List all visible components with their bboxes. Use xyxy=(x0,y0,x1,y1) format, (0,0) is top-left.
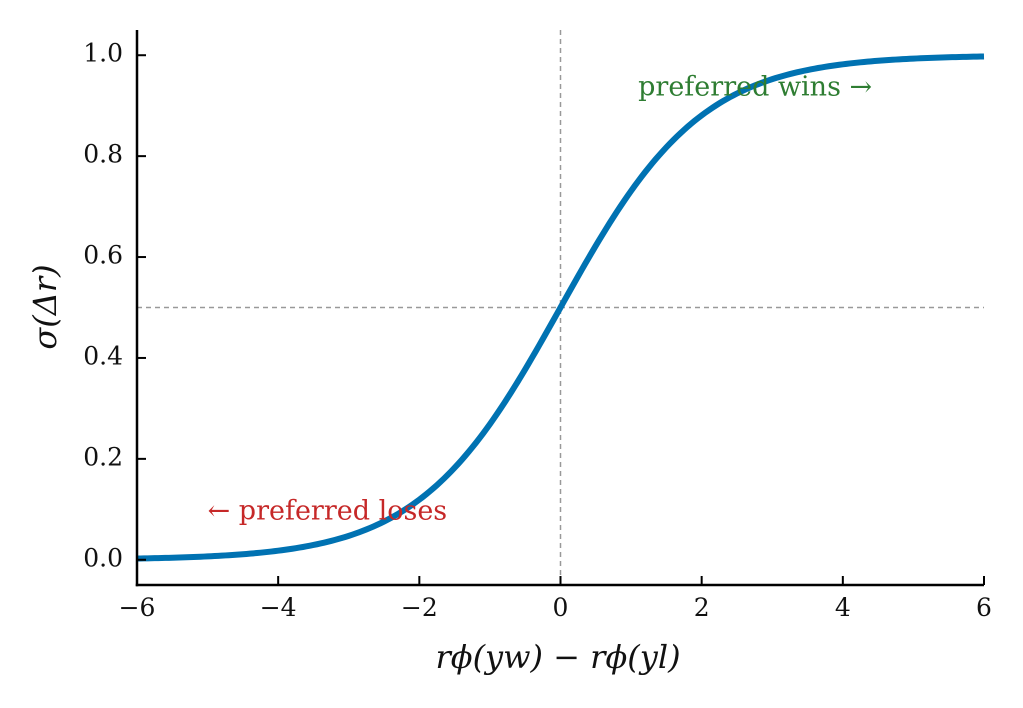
x-tick-label: −2 xyxy=(401,593,438,622)
sigmoid-curve xyxy=(136,53,985,562)
y-tick-label: 0.6 xyxy=(83,241,123,270)
y-tick-label: 0.8 xyxy=(83,140,123,169)
annotations-layer: preferred wins → ← preferred loses xyxy=(208,72,873,527)
y-tick-label: 0.4 xyxy=(83,341,123,370)
series-layer xyxy=(136,53,985,562)
x-tick-label: −4 xyxy=(260,593,297,622)
x-axis-label: rϕ(yw) − rϕ(yl) xyxy=(435,638,680,676)
x-tick-label: −6 xyxy=(119,593,156,622)
y-tick-label: 1.0 xyxy=(83,39,123,68)
x-tick-label: 2 xyxy=(694,593,710,622)
ticks-layer: −6 −4 −2 0 2 4 6 0.0 0.2 0.4 0.6 0.8 1.0 xyxy=(83,39,992,622)
x-tick-label: 0 xyxy=(553,593,569,622)
x-tick-label: 4 xyxy=(835,593,851,622)
y-tick-label: 0.0 xyxy=(83,543,123,572)
x-tick-label: 6 xyxy=(976,593,992,622)
annotation-preferred-loses: ← preferred loses xyxy=(208,495,448,526)
annotation-preferred-wins: preferred wins → xyxy=(638,72,872,103)
y-tick-label: 0.2 xyxy=(83,442,123,471)
y-axis-label: σ(Δr) xyxy=(26,264,64,349)
